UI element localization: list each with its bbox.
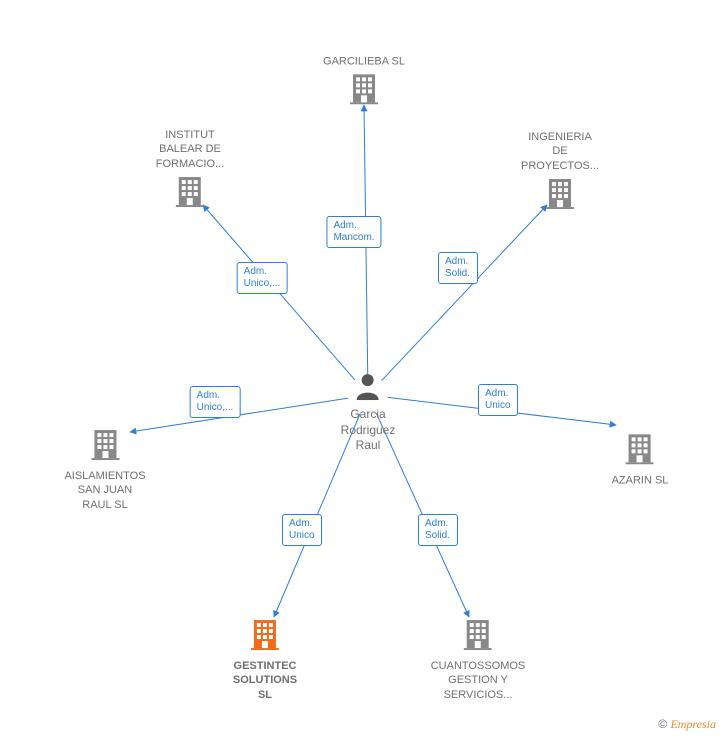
edge-label: Adm.Mancom. (326, 216, 381, 248)
building-icon (546, 177, 574, 209)
edge-label: Adm.Unico,... (190, 386, 241, 418)
edge-label: Adm.Unico (282, 514, 322, 546)
edge-layer (0, 0, 728, 740)
company-node[interactable]: GARCILIEBA SL (323, 50, 405, 109)
edge-line (382, 205, 547, 380)
company-node[interactable]: INSTITUTBALEAR DEFORMACIO... (156, 124, 224, 212)
diagram-canvas: GarciaRodriguezRaul GARCILIEBA SL INGENIE… (0, 0, 728, 740)
edge-label: Adm.Unico,... (237, 262, 288, 294)
company-node-label: INSTITUTBALEAR DEFORMACIO... (156, 128, 224, 171)
company-node-label: AISLAMIENTOSSAN JUANRAUL SL (64, 469, 145, 512)
building-icon (176, 175, 204, 207)
footer: © Empresia (658, 717, 716, 732)
company-node[interactable]: GESTINTECSOLUTIONSSL (233, 618, 297, 702)
building-icon (626, 432, 654, 464)
edge-label: Adm.Solid. (438, 252, 478, 284)
building-icon (91, 428, 119, 460)
brand-name: Empresia (670, 717, 716, 731)
company-node[interactable]: AZARIN SL (612, 432, 669, 487)
center-node[interactable]: GarciaRodriguezRaul (341, 372, 396, 454)
copyright-symbol: © (658, 717, 667, 731)
company-node-label: CUANTOSSOMOSGESTION YSERVICIOS... (431, 659, 526, 702)
person-icon (355, 372, 381, 400)
company-node-label: INGENIERIADEPROYECTOS... (521, 130, 599, 173)
company-node[interactable]: AISLAMIENTOSSAN JUANRAUL SL (64, 428, 145, 512)
company-node-label: GARCILIEBA SL (323, 54, 405, 68)
company-node[interactable]: CUANTOSSOMOSGESTION YSERVICIOS... (431, 618, 526, 702)
building-icon (251, 618, 279, 650)
company-node[interactable]: INGENIERIADEPROYECTOS... (521, 126, 599, 214)
center-node-label: GarciaRodriguezRaul (341, 407, 396, 454)
edge-label: Adm.Unico (478, 384, 518, 416)
building-icon (464, 618, 492, 650)
edge-label: Adm.Solid. (418, 514, 458, 546)
building-icon (350, 73, 378, 105)
company-node-label: AZARIN SL (612, 473, 669, 487)
company-node-label: GESTINTECSOLUTIONSSL (233, 659, 297, 702)
